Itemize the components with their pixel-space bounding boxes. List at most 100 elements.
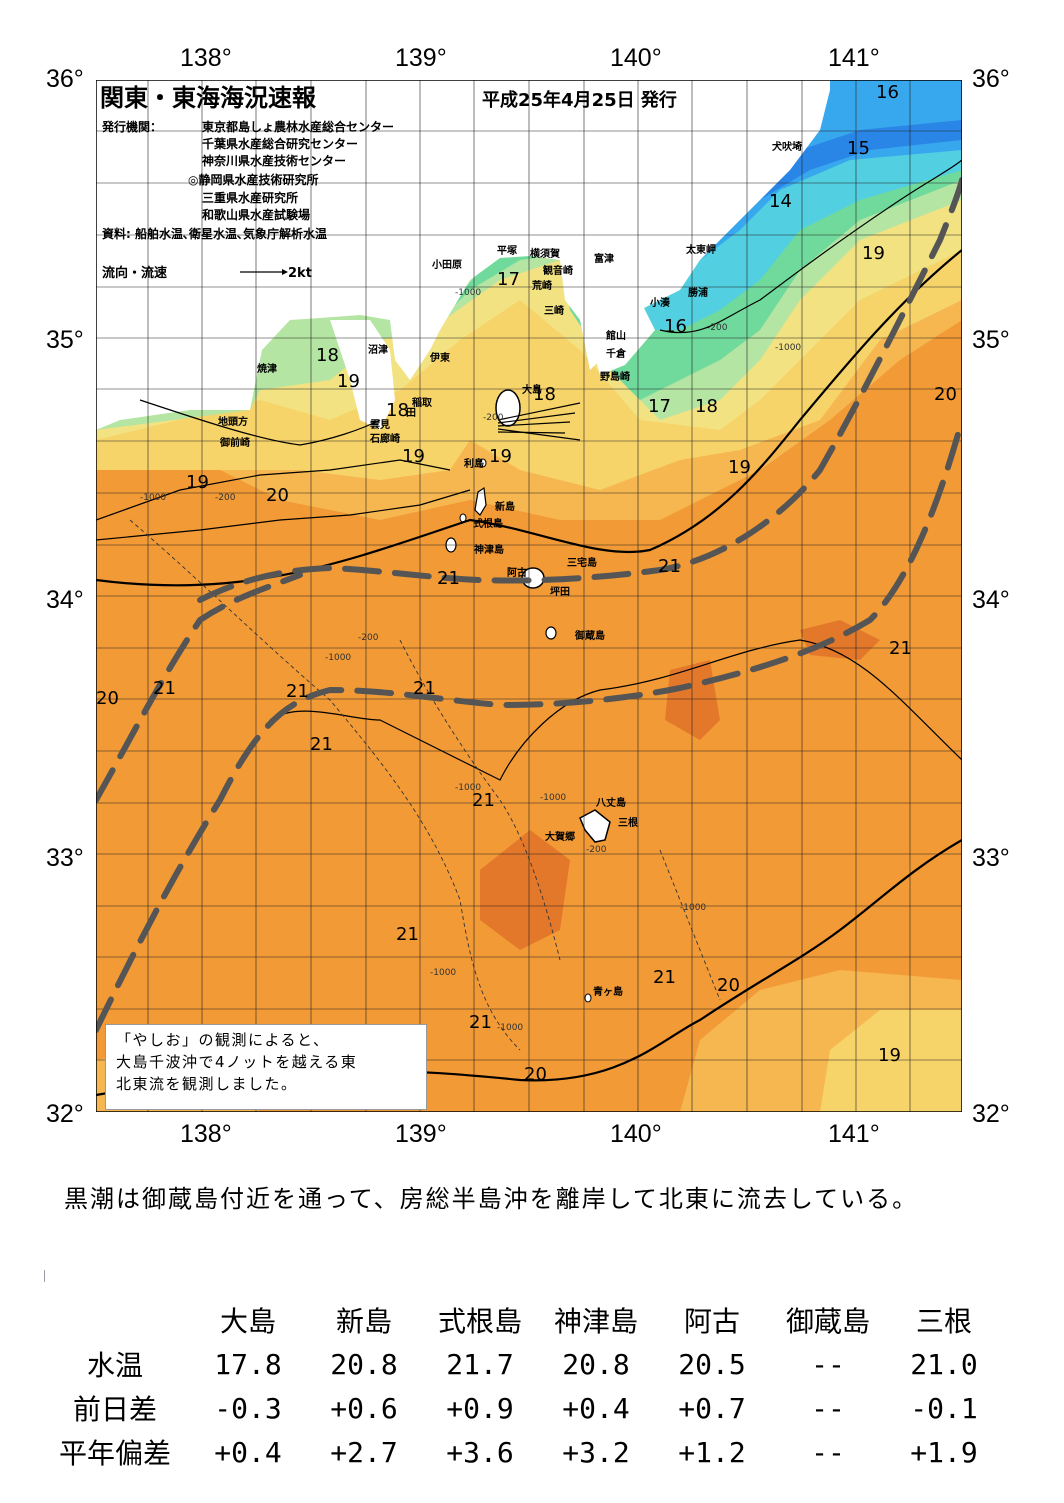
cell-value: -0.3 — [214, 1391, 282, 1425]
place-mitsune: 三根 — [618, 816, 638, 829]
row-label-normal-anomaly: 平年偏差 — [58, 1437, 171, 1470]
depth-label-200-b: -200 — [483, 413, 504, 423]
iso-label-21-g: 21 — [310, 734, 333, 755]
sea-condition-map: 138° 139° 140° 141° 138° 139° 140° 141° … — [46, 44, 1010, 1148]
iso-label-21-h: 21 — [472, 790, 495, 811]
col-header-niijima: 新島 — [335, 1305, 392, 1338]
cell-value: 21.7 — [446, 1347, 514, 1381]
iso-label-20-e: 20 — [524, 1064, 547, 1085]
place-kozushima: 神津島 — [474, 543, 504, 556]
cell-value: 17.8 — [214, 1347, 282, 1381]
lat-label-left-33: 33° — [46, 844, 84, 872]
note-line-2: 大島千波沖で4ノットを越える東 — [116, 1053, 358, 1071]
cell-value: +0.4 — [214, 1435, 282, 1469]
place-shikinejima: 式根島 — [473, 517, 503, 530]
cell-value: 20.8 — [330, 1347, 398, 1381]
place-misaki: 三崎 — [544, 304, 564, 317]
depth-label-200-c: -200 — [707, 323, 728, 333]
place-hachijojima: 八丈島 — [595, 796, 626, 809]
place-miyakejima: 三宅島 — [567, 556, 597, 569]
lat-label-left-35: 35° — [46, 326, 84, 354]
map-title: 関東・東海海況速報 — [100, 84, 317, 112]
place-niijima: 新島 — [495, 500, 515, 513]
iso-label-17-a: 17 — [497, 269, 520, 290]
issuer-3: 神奈川県水産技術センター — [202, 153, 346, 168]
iso-label-19-b: 19 — [337, 371, 360, 392]
iso-label-21-j: 21 — [653, 967, 676, 988]
table-corner — [40, 1298, 190, 1342]
iso-label-20-b: 20 — [266, 485, 289, 506]
iso-label-19-g: 19 — [878, 1045, 901, 1066]
flow-legend-label: 流向・流速 — [102, 265, 167, 281]
depth-label-1000-f: -1000 — [540, 793, 566, 803]
cell-value: +3.6 — [446, 1435, 514, 1469]
iso-label-21-i: 21 — [396, 924, 419, 945]
note-line-1: 「やしお」の観測によると、 — [116, 1031, 330, 1049]
issuer-6: 和歌山県水産試験場 — [201, 207, 310, 222]
iso-label-19-d: 19 — [489, 446, 512, 467]
place-irozaki: 石廊崎 — [369, 432, 400, 445]
iso-label-19-a: 19 — [862, 243, 885, 264]
iso-label-15: 15 — [847, 138, 870, 159]
place-ako: 阿古 — [507, 566, 527, 579]
table-row: 水温 17.8 20.8 21.7 20.8 20.5 -- 21.0 — [40, 1342, 1002, 1386]
place-nojimazaki: 野島崎 — [600, 370, 630, 383]
depth-label-1000-e: -1000 — [455, 783, 481, 793]
cell-value: -- — [811, 1391, 845, 1425]
place-inubosaki: 犬吠埼 — [772, 140, 802, 153]
place-taitozaki: 太東岬 — [685, 243, 716, 256]
lat-label-right-34: 34° — [972, 586, 1010, 614]
place-inatori: 稲取 — [412, 396, 433, 409]
iso-label-20-c: 20 — [96, 688, 119, 709]
sea-temperature-fill — [96, 80, 962, 1112]
iso-label-18-d: 18 — [386, 400, 409, 421]
place-ta: 田 — [406, 407, 416, 419]
iso-label-20-d: 20 — [717, 975, 740, 996]
lat-label-right-36: 36° — [972, 65, 1010, 93]
lon-label-bottom-141: 141° — [828, 1120, 880, 1148]
cell-value: -0.1 — [910, 1391, 978, 1425]
depth-label-1000-c: -1000 — [775, 343, 801, 353]
issuer-1: 東京都島しょ農林水産総合センター — [202, 119, 394, 134]
lon-label-top-138: 138° — [180, 44, 232, 72]
data-source: 資料: 船舶水温､衛星水温､気象庁解析水温 — [102, 226, 327, 241]
cell-value: -- — [811, 1347, 845, 1381]
place-omaezaki: 御前崎 — [219, 436, 250, 449]
cell-value: +1.9 — [910, 1435, 978, 1469]
place-tateyama: 館山 — [605, 329, 626, 342]
iso-label-18-b: 18 — [695, 396, 718, 417]
iso-label-19-c: 19 — [402, 446, 425, 467]
cell-value: 20.5 — [678, 1347, 746, 1381]
row-label-daily-diff: 前日差 — [72, 1393, 157, 1426]
issuer-2: 千葉県水産総合研究センター — [202, 136, 358, 151]
place-chikyugaoka: 地頭方 — [218, 415, 248, 428]
lon-label-bottom-139: 139° — [395, 1120, 447, 1148]
col-header-kozushima: 神津島 — [553, 1305, 638, 1338]
place-tomitsu: 富津 — [594, 252, 614, 265]
row-label-water-temp: 水温 — [86, 1349, 143, 1382]
lat-label-right-35: 35° — [972, 326, 1010, 354]
cell-value: +1.2 — [678, 1435, 746, 1469]
place-toshima: 利島 — [464, 457, 484, 470]
place-chikura: 千倉 — [606, 347, 627, 360]
lon-label-bottom-140: 140° — [610, 1120, 662, 1148]
iso-label-18-a: 18 — [316, 345, 339, 366]
cell-value: +0.9 — [446, 1391, 514, 1425]
place-kominato: 小湊 — [649, 296, 671, 309]
col-header-oshima: 大島 — [219, 1305, 276, 1338]
flow-vectors — [240, 271, 581, 441]
depth-label-1000-b: -1000 — [455, 288, 481, 298]
iso-label-21-e: 21 — [286, 681, 309, 702]
flow-legend-value: 2kt — [288, 266, 312, 281]
observation-note: 「やしお」の観測によると、 大島千波沖で4ノットを越える東 北東流を観測しました… — [105, 1024, 427, 1110]
depth-label-1000-h: -1000 — [430, 968, 456, 978]
kuroshio-axis — [96, 177, 962, 1033]
depth-label-200-d: -200 — [358, 633, 379, 643]
iso-label-16-a: 16 — [876, 82, 899, 103]
issuer-5: 三重県水産研究所 — [202, 190, 298, 205]
place-tsubota: 坪田 — [550, 585, 570, 598]
place-kumomi: 雲見 — [370, 419, 390, 431]
iso-label-21-k: 21 — [469, 1012, 492, 1033]
depth-label-1000-d: -1000 — [325, 653, 351, 663]
lat-label-right-32: 32° — [972, 1100, 1010, 1128]
